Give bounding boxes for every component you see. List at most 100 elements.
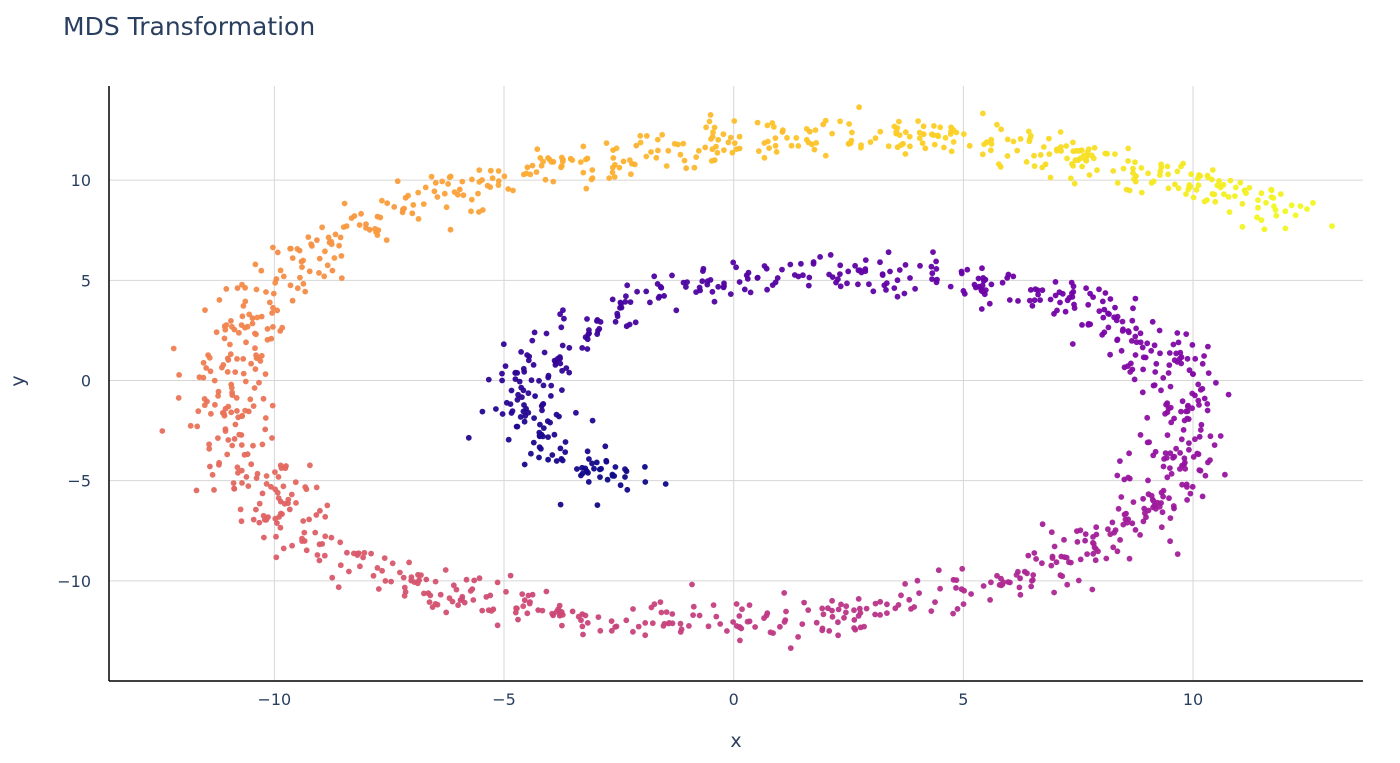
scatter-point <box>791 272 798 278</box>
scatter-point <box>328 534 335 541</box>
scatter-point <box>1268 186 1275 193</box>
scatter-point <box>642 479 649 485</box>
scatter-point <box>236 431 243 438</box>
scatter-point <box>538 431 545 438</box>
scatter-point <box>258 267 265 274</box>
scatter-point <box>611 174 618 180</box>
scatter-point <box>522 413 529 419</box>
scatter-point <box>494 622 501 629</box>
scatter-point <box>1033 556 1039 562</box>
scatter-point <box>574 466 580 472</box>
scatter-point <box>520 603 527 610</box>
scatter-point <box>1189 483 1196 490</box>
scatter-point <box>1015 568 1021 575</box>
scatter-point <box>1063 143 1070 149</box>
scatter-point <box>578 472 584 479</box>
scatter-point <box>543 330 550 337</box>
scatter-point <box>958 586 965 593</box>
scatter-point <box>379 197 385 204</box>
scatter-point <box>521 368 528 375</box>
scatter-point <box>215 435 221 441</box>
scatter-point <box>1148 180 1155 186</box>
scatter-point <box>381 555 388 561</box>
scatter-point <box>1039 521 1046 528</box>
scatter-point <box>988 579 994 586</box>
scatter-point <box>247 396 254 403</box>
scatter-point <box>420 201 427 208</box>
scatter-point <box>772 142 779 149</box>
scatter-point <box>894 293 901 300</box>
scatter-point <box>1255 204 1261 211</box>
scatter-point <box>673 307 680 314</box>
scatter-point <box>287 245 293 252</box>
scatter-point <box>272 469 278 475</box>
scatter-point <box>194 423 201 430</box>
scatter-point <box>254 470 261 477</box>
scatter-point <box>579 345 586 351</box>
scatter-point <box>617 482 624 489</box>
scatter-point <box>866 281 872 288</box>
scatter-point <box>1310 200 1316 206</box>
scatter-point <box>838 601 844 608</box>
scatter-point <box>779 129 786 135</box>
scatter-point <box>540 425 547 431</box>
scatter-point <box>929 276 935 282</box>
scatter-point <box>1179 398 1186 405</box>
scatter-point <box>1082 537 1088 544</box>
scatter-point <box>988 147 994 154</box>
scatter-point <box>1261 226 1268 233</box>
scatter-point <box>483 594 490 600</box>
scatter-point <box>495 178 502 184</box>
scatter-point <box>948 124 954 131</box>
scatter-point <box>826 628 833 634</box>
scatter-point <box>377 214 384 221</box>
scatter-point <box>280 545 287 552</box>
scatter-point <box>479 408 486 415</box>
scatter-point <box>250 442 256 449</box>
scatter-point <box>299 535 305 542</box>
scatter-point <box>400 574 407 581</box>
scatter-point <box>556 413 562 420</box>
scatter-point <box>253 331 259 338</box>
scatter-point <box>806 128 813 135</box>
scatter-point <box>761 615 767 621</box>
scatter-point <box>819 627 826 634</box>
scatter-point <box>348 215 355 222</box>
scatter-point <box>933 258 939 265</box>
scatter-point <box>294 285 301 292</box>
scatter-point <box>784 134 790 141</box>
scatter-point <box>249 315 256 322</box>
scatter-point <box>200 359 207 366</box>
y-tick-label: −10 <box>57 572 91 591</box>
scatter-point <box>1263 199 1269 206</box>
scatter-point <box>557 360 564 367</box>
scatter-point <box>1070 162 1076 169</box>
scatter-point <box>1016 584 1023 591</box>
scatter-point <box>329 267 336 274</box>
scatter-point <box>906 133 913 140</box>
scatter-point <box>240 356 247 362</box>
scatter-point <box>1196 172 1202 178</box>
scatter-point <box>557 445 564 452</box>
scatter-point <box>382 578 389 584</box>
scatter-point <box>1150 382 1157 389</box>
scatter-point <box>898 142 904 149</box>
scatter-point <box>335 584 342 591</box>
scatter-point <box>978 306 985 312</box>
scatter-point <box>929 270 936 277</box>
scatter-point <box>707 112 714 118</box>
scatter-point <box>858 142 864 149</box>
scatter-point <box>443 204 450 211</box>
scatter-point <box>1194 450 1201 457</box>
scatter-point <box>1212 198 1219 205</box>
scatter-point <box>982 276 989 283</box>
scatter-point <box>1064 297 1071 304</box>
scatter-point <box>529 337 536 344</box>
scatter-point <box>1140 366 1146 373</box>
scatter-point <box>935 133 942 140</box>
scatter-point <box>1277 191 1284 198</box>
scatter-point <box>603 140 610 147</box>
scatter-point <box>1099 298 1106 305</box>
scatter-point <box>368 550 374 557</box>
